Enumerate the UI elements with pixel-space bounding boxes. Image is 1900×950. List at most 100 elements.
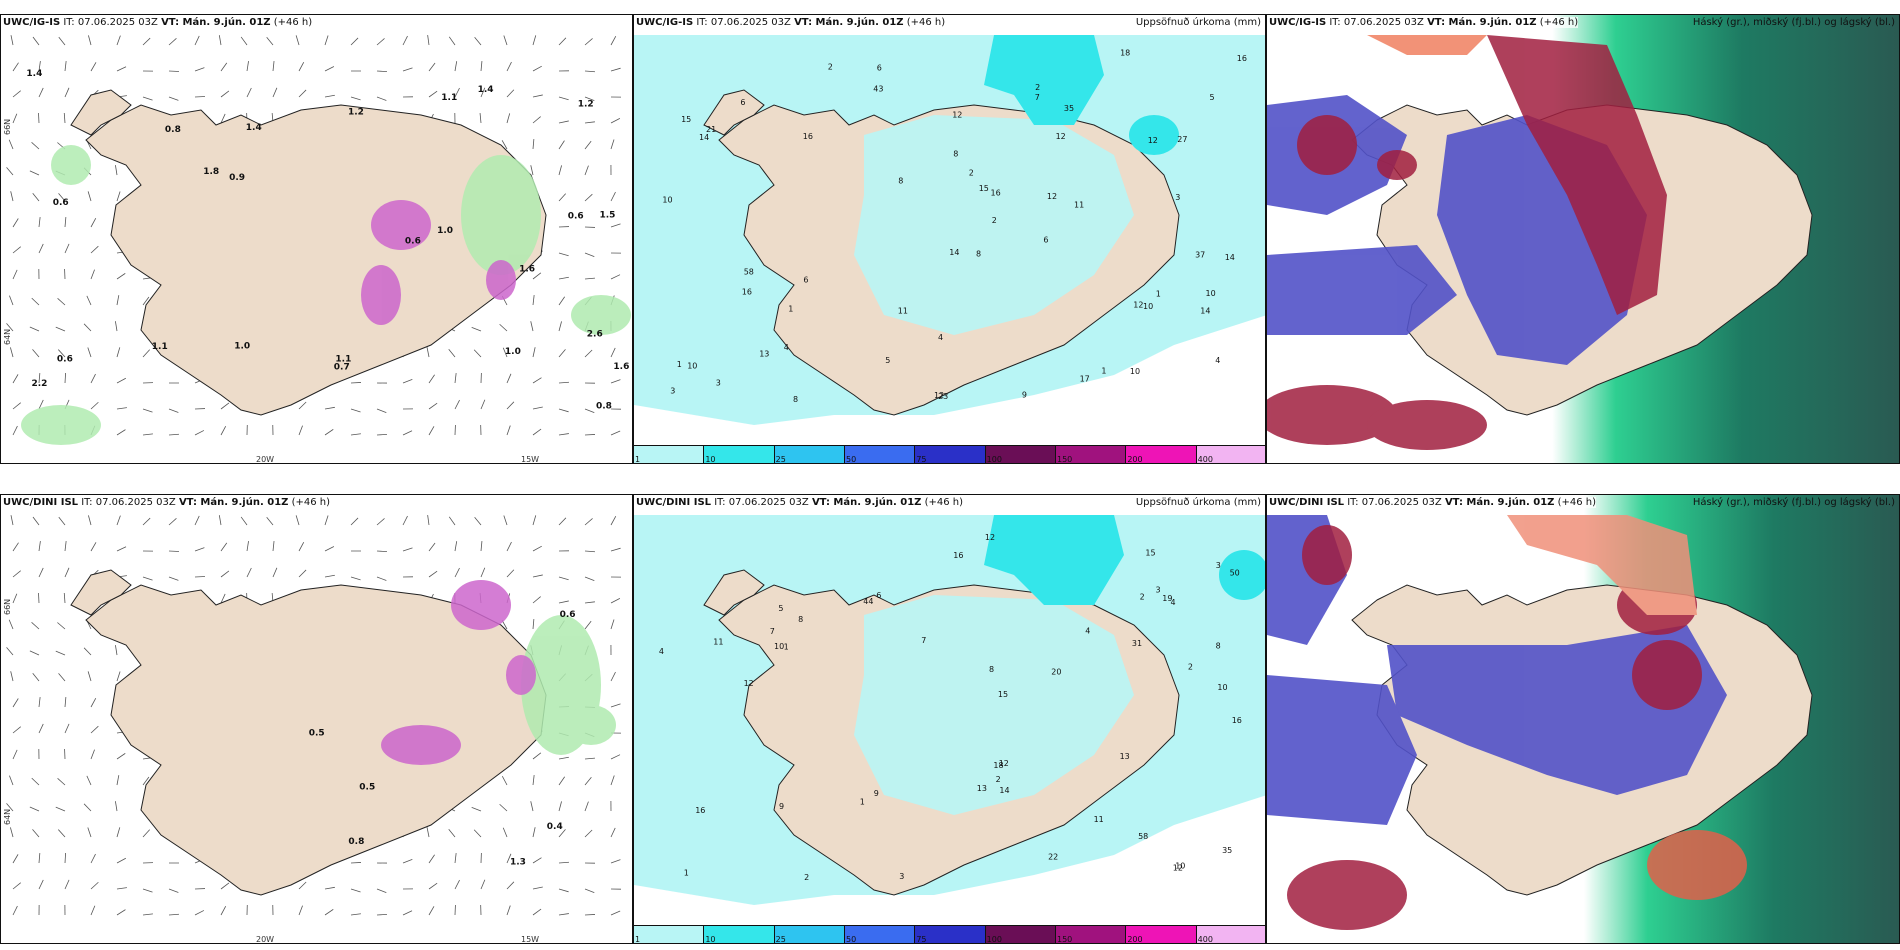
wind-barb: [448, 348, 456, 358]
wind-barb: [116, 515, 121, 526]
wind-barb: [610, 223, 621, 228]
value-label: 12: [999, 759, 1009, 768]
wind-barb: [474, 37, 482, 46]
wind-barb: [454, 399, 460, 410]
colorbar-labels: 1 10 25 50 75 100 150 200 400: [634, 935, 1265, 944]
wind-barb: [246, 541, 249, 552]
wind-barb: [610, 671, 616, 682]
wind-barb: [38, 61, 41, 72]
value-label: 12: [1133, 301, 1143, 310]
value-label: 1: [684, 869, 689, 878]
wind-barb: [38, 243, 44, 254]
value-label: 2.2: [32, 379, 48, 389]
value-label: 5: [778, 604, 783, 613]
lat-label-64n: 64N: [3, 808, 12, 825]
value-label: 20: [1051, 668, 1061, 677]
wind-barb: [220, 542, 228, 552]
wind-barb: [503, 515, 508, 526]
value-label: 14: [699, 133, 709, 142]
wind-barb: [168, 888, 179, 893]
wind-barb: [506, 401, 515, 410]
value-label: 10: [1143, 302, 1153, 311]
wind-barb: [142, 576, 153, 581]
wind-barb: [220, 905, 227, 916]
value-label: 10: [1175, 862, 1185, 871]
wind-barb: [350, 37, 359, 46]
colorbar-label: 200: [1127, 455, 1143, 464]
wind-barb: [584, 550, 596, 553]
value-label: 12: [1047, 192, 1057, 201]
wind-barb: [610, 191, 616, 202]
wind-barb: [610, 547, 621, 552]
value-label: 19: [1162, 594, 1172, 603]
wind-barb: [532, 886, 543, 890]
value-label: 2: [969, 169, 974, 178]
wind-barb: [194, 910, 205, 916]
wind-barb: [584, 518, 593, 526]
wind-barb: [32, 349, 40, 358]
value-label: 8: [976, 249, 981, 258]
wind-barb: [610, 36, 617, 46]
wind-barb: [558, 517, 567, 526]
wind-barb: [426, 827, 430, 838]
wind-barb: [428, 426, 435, 436]
precip-map: 1624117811331296152035584431221612131518…: [634, 515, 1265, 925]
wind-barb: [272, 87, 278, 98]
wind-barb: [298, 569, 307, 578]
wind-barb: [12, 269, 18, 280]
wind-barb: [448, 36, 456, 46]
wind-barb: [57, 777, 66, 786]
wind-barb: [558, 408, 569, 413]
value-label: 1.5: [600, 210, 616, 220]
value-label: 8: [798, 615, 803, 624]
lat-label-66n: 66N: [3, 598, 12, 615]
colorbar-segment: [1196, 446, 1265, 463]
wind-barb: [116, 546, 127, 552]
wind-barb: [12, 113, 18, 124]
wind-barb: [194, 35, 200, 46]
wind-barb: [298, 401, 307, 410]
wind-barb: [86, 295, 92, 306]
value-label: 1.4: [26, 69, 42, 79]
wind-barb: [116, 671, 121, 682]
wind-barb: [610, 118, 621, 124]
wind-barb: [87, 347, 92, 358]
wind-barb: [64, 61, 67, 72]
colorbar-label: 100: [986, 935, 1002, 944]
wind-barb: [324, 66, 335, 72]
value-label: 22: [1048, 853, 1058, 862]
wind-barb: [471, 806, 482, 812]
colorbar-label: 150: [1057, 935, 1073, 944]
value-label: 3: [716, 378, 721, 387]
value-label: 15: [681, 115, 691, 124]
high-clouds: [1287, 515, 1747, 930]
value-label: 7: [1035, 93, 1040, 102]
value-label: 12: [952, 110, 962, 119]
value-label: 6: [803, 276, 808, 285]
value-label: 58: [744, 268, 754, 277]
wind-barb: [402, 430, 413, 436]
value-label: 2: [828, 62, 833, 71]
wind-barb: [584, 888, 595, 894]
wind-barb: [558, 433, 569, 436]
value-label: 50: [1230, 569, 1240, 578]
value-label: 1: [788, 305, 793, 314]
value-label: 12: [934, 391, 944, 400]
wind-barb: [324, 429, 334, 436]
value-label: 27: [1177, 135, 1187, 144]
value-label: 14: [1200, 307, 1210, 316]
wind-barb: [532, 515, 537, 526]
panel-title: UWC/IG-IS IT: 07.06.2025 03Z VT: Mán. 9.…: [3, 17, 313, 28]
green-precip: [521, 615, 616, 755]
colorbar-segment: [1055, 926, 1127, 943]
wind-barb: [584, 601, 595, 604]
wind-barb: [454, 879, 460, 890]
value-label: 6: [1043, 235, 1048, 244]
precip-high-area: [984, 515, 1265, 605]
wind-barb: [376, 518, 385, 526]
wind-barb: [298, 905, 303, 916]
map-panel-precip-top: UWC/IG-IS IT: 07.06.2025 03Z VT: Mán. 9.…: [633, 14, 1266, 464]
wind-barb: [116, 827, 121, 838]
value-label: 1: [1101, 367, 1106, 376]
wind-barb: [272, 61, 275, 72]
